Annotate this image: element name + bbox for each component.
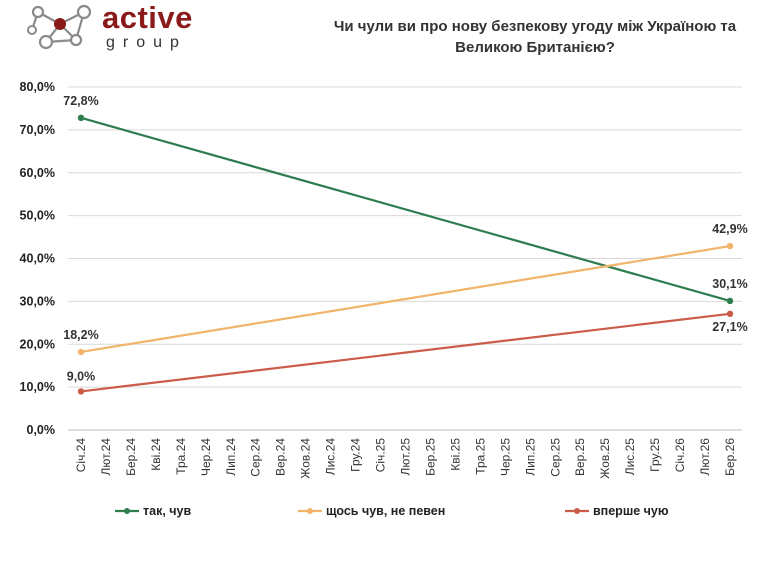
data-point [77,388,85,395]
x-tick-label: Жов.24 [299,438,313,479]
series-line [80,244,731,354]
y-tick-label: 60,0% [20,166,55,180]
x-tick-label: Лют.24 [99,438,113,476]
legend-marker [124,508,130,514]
x-tick-label: Січ.25 [374,438,388,473]
x-tick-label: Гру.25 [648,438,662,472]
x-tick-label: Тра.24 [174,438,188,475]
data-point [726,242,734,250]
x-tick-label: Бер.25 [423,438,437,476]
x-tick-label: Гру.24 [349,438,363,472]
data-label: 30,1% [712,277,747,291]
x-tick-label: Лип.24 [224,438,238,476]
series-line [80,116,731,303]
brand-name: active [102,0,193,35]
data-point [726,297,734,305]
x-tick-label: Бер.26 [723,438,737,476]
chart-title: Чи чули ви про нову безпекову угоду між … [333,18,737,56]
data-point [726,310,734,318]
legend-marker [307,508,313,514]
data-point [77,348,85,356]
x-tick-label: Жов.25 [598,438,612,479]
x-tick-label: Лис.24 [324,438,338,476]
x-tick-label: Лют.25 [399,438,413,476]
y-tick-label: 20,0% [20,337,55,351]
x-tick-label: Лип.25 [523,438,537,476]
x-tick-label: Чер.24 [199,438,213,476]
x-tick-label: Вер.24 [274,438,288,476]
legend-label: щось чув, не певен [326,504,445,518]
data-label: 27,1% [712,320,747,334]
data-label: 18,2% [63,328,98,342]
legend-marker [574,508,580,514]
data-label: 9,0% [67,369,96,383]
x-tick-label: Чер.25 [498,438,512,476]
y-tick-label: 70,0% [20,123,55,137]
brand-subtitle: group [106,34,187,51]
series-line [80,312,731,393]
y-tick-label: 80,0% [20,80,55,94]
x-tick-label: Сер.24 [249,438,263,477]
x-tick-label: Кві.24 [149,438,163,471]
y-tick-label: 30,0% [20,294,55,308]
data-label: 72,8% [63,94,98,108]
x-tick-label: Бер.24 [124,438,138,476]
y-tick-label: 10,0% [20,380,55,394]
x-tick-label: Кві.25 [448,438,462,471]
logo-icon [27,4,92,50]
data-label: 42,9% [712,222,747,236]
x-tick-label: Сер.25 [548,438,562,477]
y-tick-label: 0,0% [27,423,56,437]
legend-label: так, чув [143,504,191,518]
x-tick-label: Вер.25 [573,438,587,476]
x-tick-label: Лис.25 [623,438,637,476]
x-tick-label: Січ.26 [673,438,687,473]
x-tick-label: Тра.25 [473,438,487,475]
y-tick-label: 50,0% [20,209,55,223]
data-point [77,114,85,122]
x-tick-label: Січ.24 [74,438,88,473]
legend-label: вперше чую [593,504,669,518]
y-tick-label: 40,0% [20,252,55,266]
x-tick-label: Лют.26 [698,438,712,476]
